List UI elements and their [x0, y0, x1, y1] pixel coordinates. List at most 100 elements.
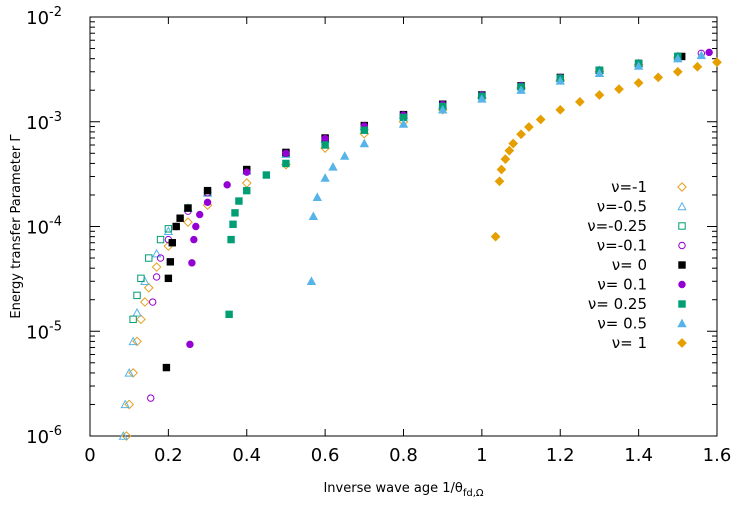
data-point: [594, 68, 605, 78]
data-point: [225, 310, 233, 319]
data-point: [535, 114, 546, 125]
data-point: [140, 276, 150, 285]
legend-label: ν= 1: [612, 334, 647, 352]
legend-label: ν=-1: [611, 178, 647, 196]
data-point: [203, 198, 212, 207]
data-point: [183, 217, 193, 228]
data-point: [614, 84, 624, 94]
data-point: [321, 141, 329, 149]
legend-label: ν=-0.5: [597, 198, 647, 216]
legend-marker: [677, 201, 687, 211]
legend-marker: [678, 261, 686, 269]
data-point: [196, 210, 204, 219]
series-8: [490, 57, 722, 242]
data-point: [555, 104, 566, 115]
data-point: [516, 85, 526, 94]
data-point: [120, 399, 130, 409]
data-point: [164, 274, 173, 283]
axis-tick-labels: 0 0.2 0.4 0.6 0.8 1 1.2 1.4 1.6 10-6 10-5 10-4 10-3 1…: [26, 5, 731, 466]
data-point: [186, 340, 194, 349]
y-tick-label: 10-4: [26, 215, 62, 239]
legend-label: ν=-0.1: [597, 237, 647, 255]
x-tick-label: 1.2: [546, 445, 575, 466]
data-point: [176, 214, 184, 222]
data-point: [438, 104, 448, 114]
y-tick-label: 10-2: [26, 5, 62, 29]
data-point: [705, 48, 713, 57]
legend-marker: [677, 318, 687, 328]
data-point: [136, 314, 146, 325]
data-point: [508, 138, 519, 149]
x-tick-label: 1: [476, 445, 487, 466]
data-point: [308, 211, 319, 221]
data-point: [496, 164, 507, 175]
data-point: [162, 363, 171, 372]
y-tick-label: 10-3: [26, 110, 62, 134]
data-point: [398, 119, 409, 128]
x-tick-label: 0.4: [232, 445, 261, 466]
data-point: [129, 315, 137, 324]
legend-label: ν= 0: [612, 256, 647, 274]
legend-label: ν= 0.1: [597, 276, 647, 294]
data-point: [524, 122, 534, 132]
data-point: [653, 72, 664, 83]
data-point: [139, 297, 150, 307]
data-point: [692, 61, 703, 72]
data-point: [223, 181, 231, 189]
data-point: [712, 57, 722, 68]
data-point: [128, 336, 138, 346]
data-point: [145, 254, 153, 262]
x-tick-label: 0.2: [154, 445, 183, 466]
legend-marker: [678, 300, 686, 308]
data-point: [477, 94, 487, 103]
data-point: [555, 76, 565, 85]
data-point: [504, 145, 515, 156]
data-point: [163, 226, 174, 235]
x-tick-label: 0.6: [311, 445, 340, 466]
data-point: [574, 96, 585, 107]
legend: ν=-1 ν=-0.5ν=-0.25 ν=-0.1ν= 0 ν= 0.1ν= 0.25…: [587, 178, 687, 352]
data-point: [121, 431, 132, 441]
data-point: [243, 186, 251, 195]
data-point: [494, 176, 505, 187]
y-tick-label: 10-5: [26, 319, 62, 343]
legend-marker: [677, 182, 687, 192]
data-point: [151, 262, 162, 272]
data-point: [490, 231, 501, 242]
x-tick-label: 1.4: [624, 445, 653, 466]
data-point: [282, 149, 290, 157]
data-point: [151, 248, 162, 258]
x-tick-label: 0.8: [389, 445, 418, 466]
data-point: [231, 209, 239, 217]
data-point: [235, 197, 243, 205]
data-point: [633, 61, 644, 70]
legend-label: ν=-0.25: [587, 217, 647, 235]
data-point: [359, 138, 369, 148]
y-tick-label: 10-6: [26, 424, 62, 448]
data-point: [227, 235, 235, 244]
data-point: [149, 298, 157, 306]
data-point: [147, 394, 155, 402]
data-point: [203, 186, 212, 195]
data-point: [133, 291, 141, 300]
legend-label: ν= 0.25: [588, 295, 647, 313]
legend-label: ν= 0.5: [597, 315, 647, 333]
data-point: [672, 66, 683, 77]
data-point: [184, 204, 192, 212]
series-7: [306, 50, 707, 285]
data-point: [500, 154, 511, 164]
legend-marker: [678, 222, 686, 230]
data-point: [143, 282, 154, 293]
legend-marker: [678, 241, 686, 250]
data-point: [124, 368, 134, 377]
data-point: [156, 235, 165, 244]
data-point: [243, 168, 251, 176]
data-point: [152, 273, 161, 281]
data-point: [156, 254, 165, 262]
data-point: [166, 258, 175, 266]
data-point: [168, 239, 176, 247]
data-point: [229, 220, 237, 228]
data-point: [321, 134, 329, 143]
